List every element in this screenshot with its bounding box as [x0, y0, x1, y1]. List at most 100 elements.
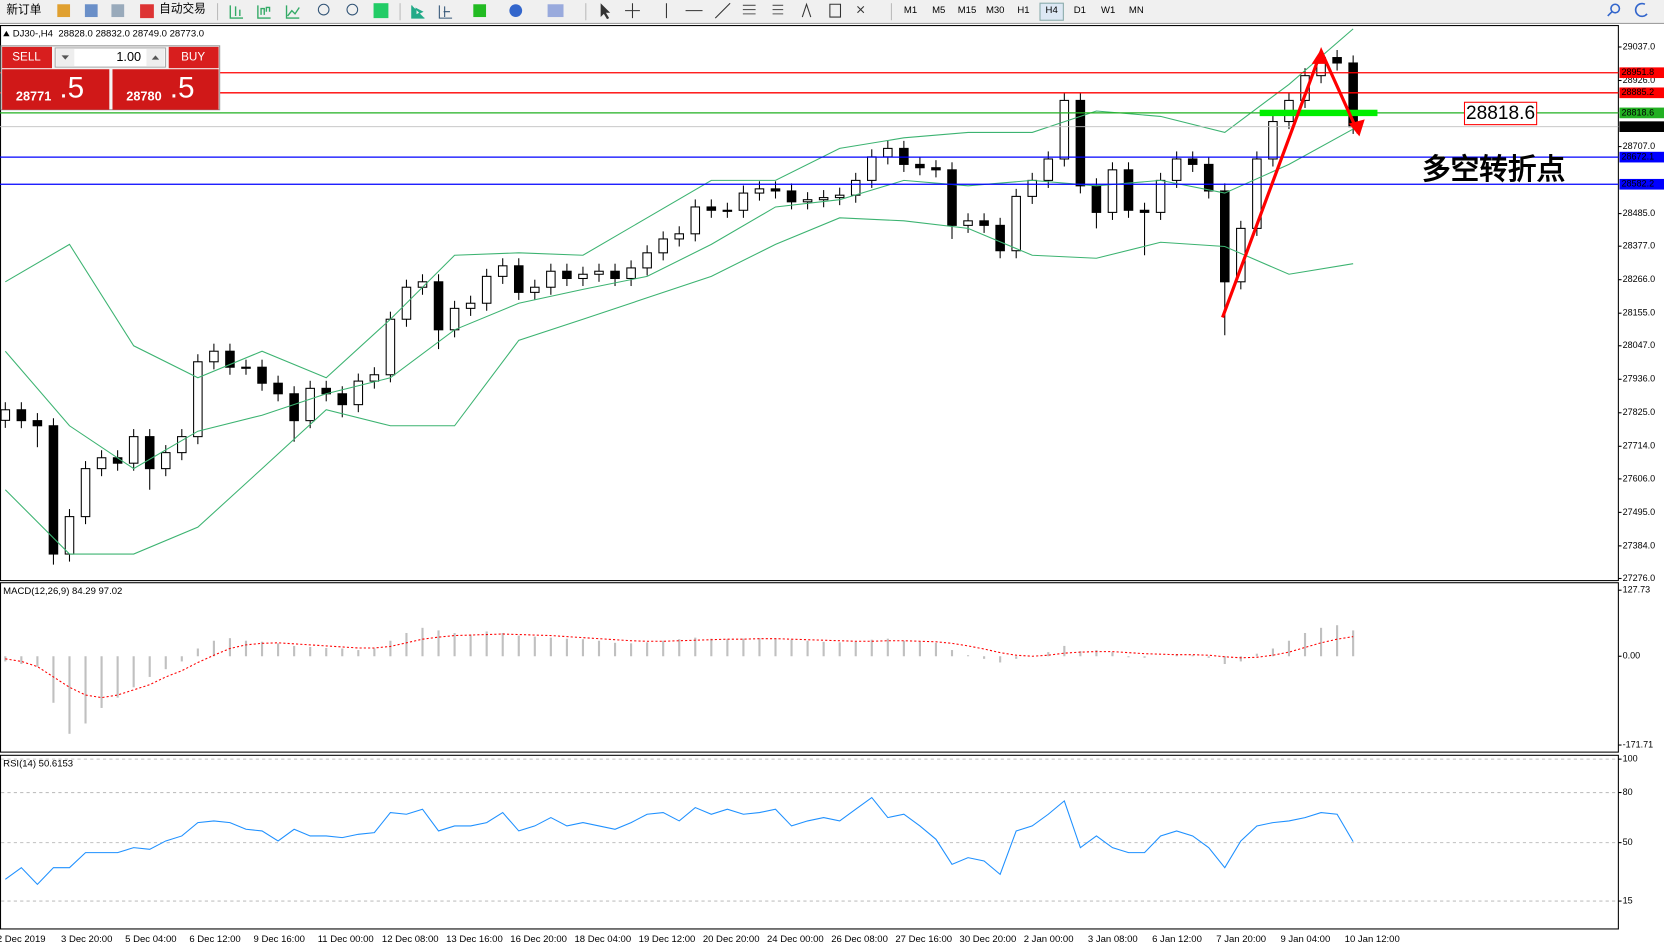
macd-bar — [790, 639, 793, 657]
macd-bar — [1127, 656, 1130, 658]
sell-price[interactable]: 28771 — [16, 88, 51, 103]
templates-icon[interactable] — [547, 4, 564, 18]
y-tick-label: 28266.0 — [1623, 274, 1656, 284]
line-icon[interactable] — [285, 5, 300, 19]
candle-body — [578, 273, 588, 280]
tile-icon[interactable] — [373, 3, 389, 19]
macd-bar — [341, 648, 344, 657]
macd-bar — [597, 640, 601, 657]
level-label: 28672.1 — [1622, 152, 1655, 162]
timeframe-button[interactable]: D1 — [1074, 5, 1086, 16]
auto-trading-button[interactable]: 自动交易 — [159, 2, 206, 16]
icon[interactable] — [57, 4, 71, 18]
y-tick-label: 27936.0 — [1623, 374, 1656, 384]
buy-price[interactable]: 28780 — [126, 88, 161, 103]
y-tick-label: 28707.0 — [1623, 141, 1656, 151]
search-icon[interactable] — [1610, 3, 1621, 14]
text-icons[interactable] — [801, 2, 842, 18]
buy-button[interactable] — [168, 46, 219, 69]
candle-body — [1027, 179, 1038, 197]
candle-body — [513, 265, 524, 293]
sell-price-box[interactable] — [2, 69, 110, 110]
candle-body — [1075, 99, 1086, 187]
shift-icon[interactable] — [438, 5, 453, 19]
sell-label[interactable]: SELL — [12, 51, 41, 64]
candle-body — [963, 220, 973, 226]
indicators-icon[interactable] — [473, 4, 487, 18]
macd-bar — [1207, 656, 1210, 658]
macd-bar — [630, 643, 633, 657]
candle-body — [690, 206, 701, 235]
macd-bar — [902, 640, 905, 657]
macd-bar — [581, 639, 585, 657]
candle-body — [80, 468, 91, 518]
draw-icons[interactable] — [665, 2, 731, 19]
candle-body — [947, 169, 957, 226]
timeframe-button[interactable]: W1 — [1101, 5, 1115, 16]
candle-body — [1155, 179, 1166, 213]
macd-bar — [549, 637, 552, 657]
candle-body — [995, 224, 1005, 252]
macd-bar — [1047, 652, 1050, 657]
zoom-in-icon[interactable] — [317, 3, 330, 16]
buy-price-box[interactable] — [112, 69, 219, 110]
icon[interactable] — [84, 4, 98, 18]
buy-pips[interactable]: .5 — [170, 71, 195, 104]
sell-button[interactable] — [2, 46, 53, 69]
timeframe-button[interactable]: M1 — [904, 5, 917, 16]
macd-bar — [999, 656, 1002, 663]
y-tick-label: 28926.0 — [1623, 75, 1656, 85]
crosshair-icon[interactable] — [625, 3, 640, 19]
macd-bar — [277, 643, 280, 657]
timeframe-button[interactable]: H1 — [1017, 5, 1029, 16]
account-icon[interactable] — [1634, 2, 1648, 18]
periods-icon[interactable] — [509, 4, 523, 18]
x-tick-label: 16 Dec 20:00 — [510, 934, 567, 945]
arrow-icon[interactable] — [857, 6, 865, 14]
candle-body — [722, 209, 733, 212]
sell-pips[interactable]: .5 — [59, 71, 84, 104]
x-tick-label: 11 Dec 00:00 — [318, 934, 374, 945]
timeframe-button[interactable]: MN — [1129, 5, 1144, 16]
y-tick-label: 28377.0 — [1623, 241, 1656, 251]
cursor-icon[interactable] — [600, 3, 611, 20]
annotation: 多空转折点 — [1422, 153, 1565, 186]
candle-body — [1268, 121, 1278, 160]
zoom-out-icon[interactable] — [346, 3, 359, 16]
candle-body — [337, 393, 348, 406]
candle-body — [915, 163, 925, 169]
scroll-icon[interactable] — [411, 5, 425, 19]
timeframe-button[interactable]: M15 — [958, 5, 977, 16]
candle-body — [770, 188, 781, 192]
y-tick-label: 50 — [1623, 837, 1633, 847]
volume-field[interactable] — [54, 47, 167, 68]
timeframe-button[interactable]: M5 — [932, 5, 945, 16]
macd-bar — [1287, 640, 1291, 657]
macd-bar — [260, 641, 264, 657]
support-band — [1259, 109, 1378, 117]
bar-chart-icon[interactable] — [229, 5, 244, 19]
auto-trading-icon[interactable] — [140, 4, 154, 19]
x-tick-label: 2 Jan 00:00 — [1024, 934, 1074, 945]
candle-body — [1043, 158, 1054, 181]
macd-bar — [710, 638, 713, 657]
macd-bar — [1111, 652, 1114, 657]
buy-label[interactable]: BUY — [181, 51, 205, 64]
x-tick-label: 9 Dec 16:00 — [254, 934, 305, 945]
icon[interactable] — [111, 4, 125, 18]
y-tick-label: 27825.0 — [1623, 407, 1656, 417]
volume-value[interactable]: 1.00 — [116, 49, 141, 64]
arrow-head — [1311, 49, 1327, 64]
new-order-button[interactable]: 新订单 — [6, 3, 41, 17]
fibo-icons[interactable] — [742, 4, 784, 15]
volume-up-arrow — [151, 55, 160, 60]
candle-body — [96, 457, 107, 470]
timeframe-button[interactable]: H4 — [1046, 5, 1059, 16]
bollinger-upper — [5, 28, 1354, 379]
timeframe-button[interactable]: M30 — [986, 5, 1005, 16]
level-label: 28818.6 — [1622, 107, 1655, 117]
candle-body — [241, 366, 251, 369]
y-tick-label: 27495.0 — [1623, 507, 1656, 517]
macd-bar — [678, 639, 681, 657]
candle-icon[interactable] — [257, 5, 271, 19]
